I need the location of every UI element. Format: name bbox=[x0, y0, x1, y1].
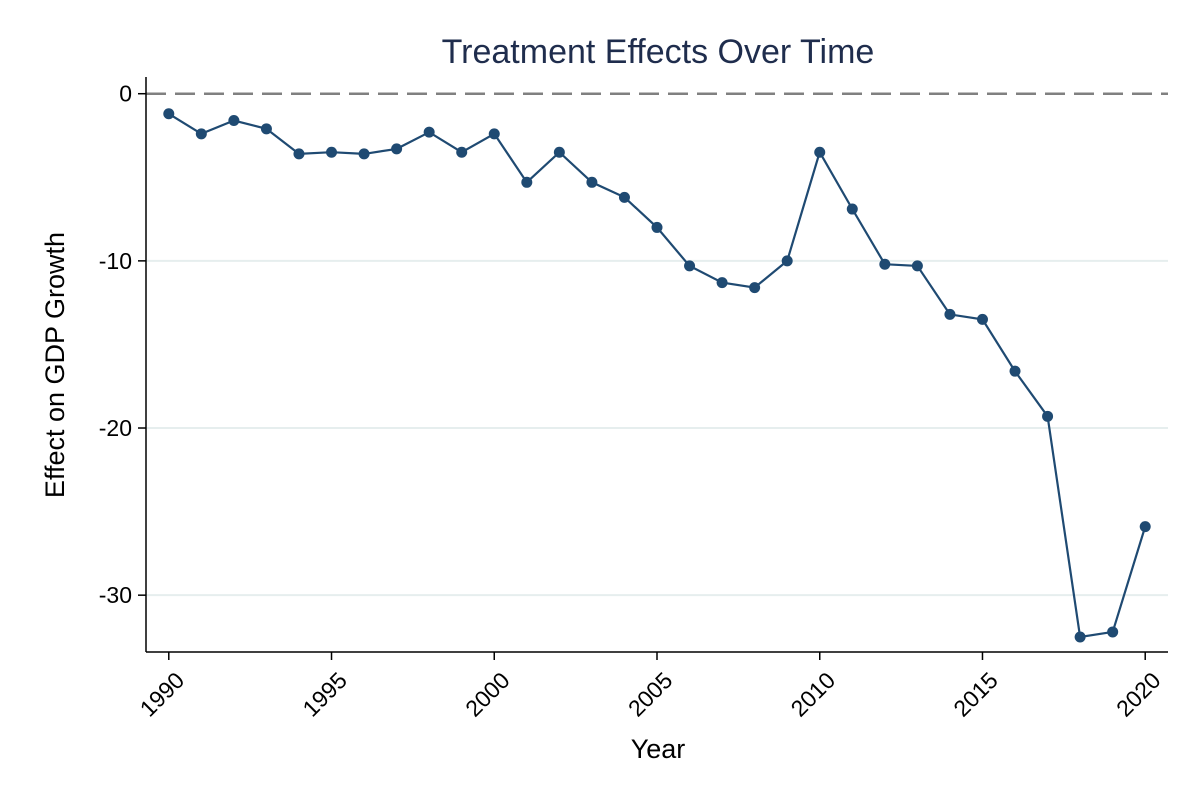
data-point-2017 bbox=[1042, 410, 1054, 422]
data-point-1996 bbox=[358, 148, 370, 160]
data-point-2020 bbox=[1139, 521, 1151, 533]
x-tick-label-0: 1990 bbox=[135, 667, 190, 722]
y-axis-label: Effect on GDP Growth bbox=[40, 232, 70, 498]
series-line bbox=[168, 112, 1147, 639]
y-tick-label-3: -30 bbox=[99, 582, 132, 608]
data-point-2009 bbox=[781, 255, 793, 267]
data-point-2006 bbox=[684, 260, 696, 272]
y-tick-label-0: 0 bbox=[119, 81, 132, 107]
data-point-2003 bbox=[586, 176, 598, 188]
x-tick-label-6: 2020 bbox=[1111, 667, 1166, 722]
data-point-1993 bbox=[260, 123, 272, 135]
x-tick-label-1: 1995 bbox=[297, 667, 352, 722]
x-tick-label-4: 2010 bbox=[786, 667, 841, 722]
data-point-2005 bbox=[651, 221, 663, 233]
data-point-1992 bbox=[228, 114, 240, 126]
x-tick-label-5: 2015 bbox=[948, 667, 1003, 722]
x-tick-label-3: 2005 bbox=[623, 667, 678, 722]
data-point-2014 bbox=[944, 308, 956, 320]
data-point-1991 bbox=[195, 128, 207, 140]
x-axis-label: Year bbox=[631, 734, 686, 764]
data-point-2004 bbox=[618, 191, 630, 203]
data-point-2001 bbox=[521, 176, 533, 188]
data-point-2019 bbox=[1107, 626, 1119, 638]
data-point-2016 bbox=[1009, 365, 1021, 377]
y-axis-ticks: 0 -10 -20 -30 bbox=[99, 81, 146, 608]
data-point-1997 bbox=[391, 143, 403, 155]
data-point-1990 bbox=[163, 108, 175, 120]
data-point-2000 bbox=[488, 128, 500, 140]
data-point-1998 bbox=[423, 126, 435, 138]
data-point-1995 bbox=[326, 146, 338, 158]
data-point-2010 bbox=[814, 146, 826, 158]
data-point-2013 bbox=[911, 260, 923, 272]
data-point-1994 bbox=[293, 148, 305, 160]
data-point-2015 bbox=[976, 313, 988, 325]
chart-title: Treatment Effects Over Time bbox=[442, 33, 875, 71]
data-point-2002 bbox=[553, 146, 565, 158]
x-tick-label-2: 2000 bbox=[460, 667, 515, 722]
data-point-2012 bbox=[879, 258, 891, 270]
y-tick-label-2: -20 bbox=[99, 415, 132, 441]
x-axis-ticks: 1990 1995 2000 2005 2010 2015 2020 bbox=[135, 652, 1166, 722]
data-point-2011 bbox=[846, 203, 858, 215]
axes bbox=[145, 77, 1168, 653]
data-point-2007 bbox=[716, 277, 728, 289]
data-point-2018 bbox=[1074, 631, 1086, 643]
data-points bbox=[163, 108, 1151, 643]
y-tick-label-1: -10 bbox=[99, 248, 132, 274]
gridlines bbox=[146, 259, 1168, 597]
data-point-2008 bbox=[749, 282, 761, 294]
data-point-1999 bbox=[456, 146, 468, 158]
